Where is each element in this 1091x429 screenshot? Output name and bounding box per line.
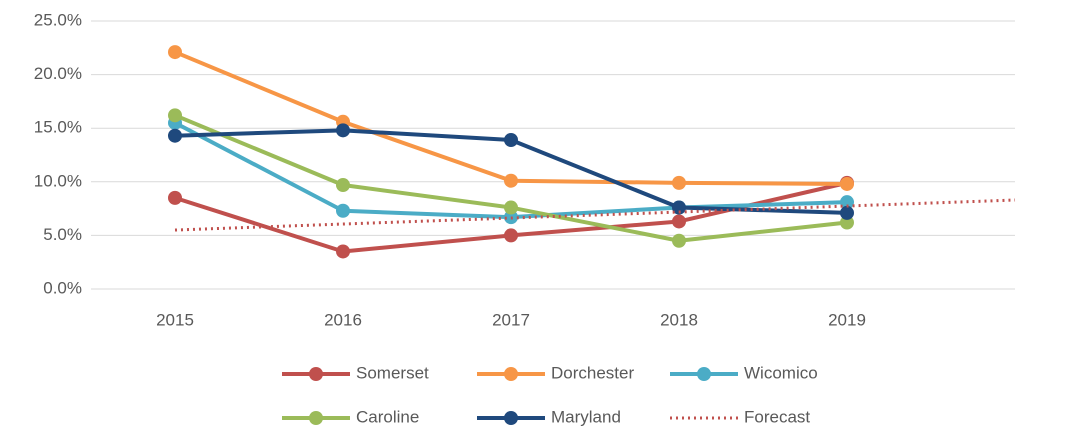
point [840,195,854,210]
legend-label: Forecast [744,407,810,426]
x-tick-label: 2018 [660,310,698,329]
point [840,205,854,220]
legend-label: Dorchester [551,363,634,382]
x-tick-label: 2015 [156,310,194,329]
forecast-line [174,198,1016,232]
point [840,215,854,230]
x-tick-label: 2017 [492,310,530,329]
y-tick-label: 0.0% [43,278,82,297]
y-tick-label: 10.0% [34,171,82,190]
point [672,214,686,229]
y-tick-label: 15.0% [34,118,82,137]
y-tick-label: 20.0% [34,64,82,83]
legend-marker [504,411,518,425]
series-line [174,50,848,186]
point [504,200,518,215]
y-tick-label: 25.0% [34,10,82,29]
legend-label: Caroline [356,407,419,426]
point [672,175,686,190]
y-tick-label: 5.0% [43,225,82,244]
point [840,176,854,191]
point [336,178,350,193]
point [168,128,182,143]
point [168,190,182,205]
legend-marker [309,411,323,425]
point [504,132,518,147]
point [336,244,350,259]
legend-marker [504,367,518,381]
point [168,45,182,60]
legend-marker [697,367,711,381]
legend-label: Maryland [551,407,621,426]
point [672,233,686,248]
point [336,203,350,218]
legend-marker [309,367,323,381]
point [672,200,686,215]
legend-label: Wicomico [744,363,818,382]
point [504,173,518,188]
point [504,228,518,243]
legend-label: Somerset [356,363,429,382]
x-tick-label: 2019 [828,310,866,329]
point [336,123,350,138]
point [168,108,182,123]
x-tick-label: 2016 [324,310,362,329]
